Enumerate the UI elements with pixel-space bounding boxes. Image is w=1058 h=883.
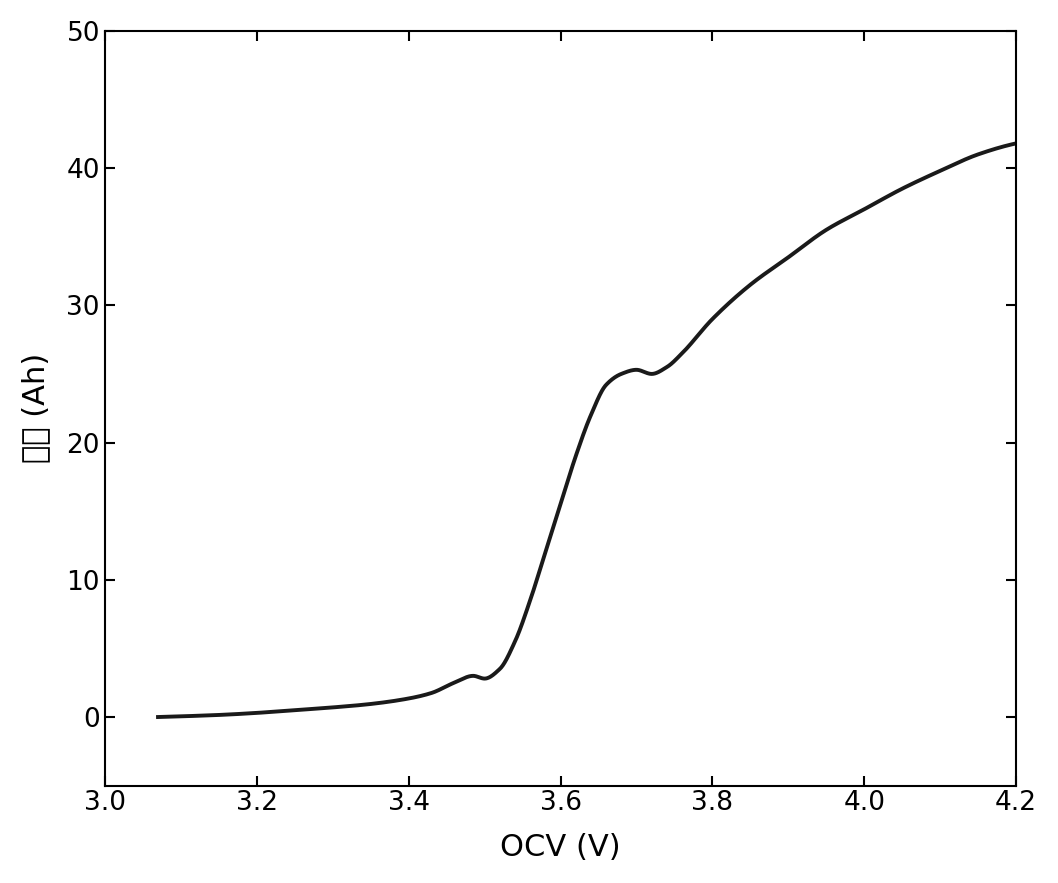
Y-axis label: 容量 (Ah): 容量 (Ah) bbox=[21, 353, 50, 464]
X-axis label: OCV (V): OCV (V) bbox=[500, 834, 621, 862]
